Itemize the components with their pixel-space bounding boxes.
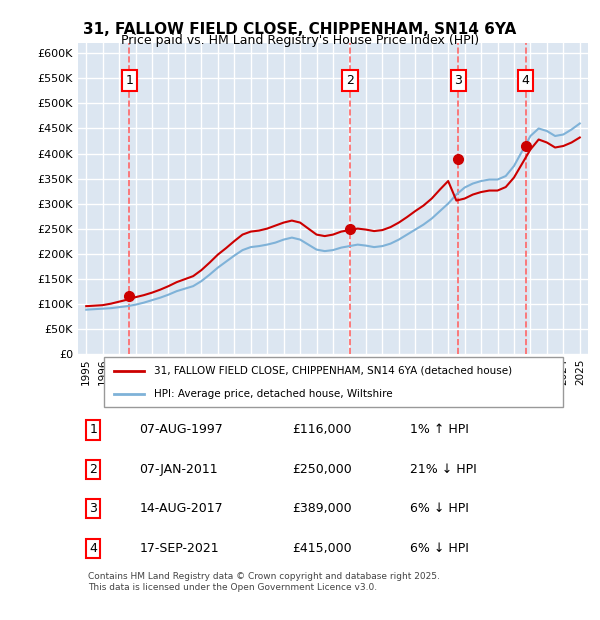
Text: 6% ↓ HPI: 6% ↓ HPI	[409, 542, 469, 555]
Text: 3: 3	[455, 74, 463, 87]
Text: 2: 2	[346, 74, 354, 87]
Text: 17-SEP-2021: 17-SEP-2021	[139, 542, 219, 555]
Text: 21% ↓ HPI: 21% ↓ HPI	[409, 463, 476, 476]
Text: 2: 2	[89, 463, 97, 476]
Text: 4: 4	[89, 542, 97, 555]
Text: £250,000: £250,000	[292, 463, 352, 476]
Text: HPI: Average price, detached house, Wiltshire: HPI: Average price, detached house, Wilt…	[155, 389, 393, 399]
Text: 31, FALLOW FIELD CLOSE, CHIPPENHAM, SN14 6YA (detached house): 31, FALLOW FIELD CLOSE, CHIPPENHAM, SN14…	[155, 366, 512, 376]
Text: 1: 1	[89, 423, 97, 436]
Text: £116,000: £116,000	[292, 423, 352, 436]
Text: Contains HM Land Registry data © Crown copyright and database right 2025.
This d: Contains HM Land Registry data © Crown c…	[88, 572, 440, 592]
Text: 07-AUG-1997: 07-AUG-1997	[139, 423, 223, 436]
Text: 31, FALLOW FIELD CLOSE, CHIPPENHAM, SN14 6YA: 31, FALLOW FIELD CLOSE, CHIPPENHAM, SN14…	[83, 22, 517, 37]
Text: £415,000: £415,000	[292, 542, 352, 555]
Text: 1: 1	[125, 74, 133, 87]
Text: 14-AUG-2017: 14-AUG-2017	[139, 502, 223, 515]
Text: 3: 3	[89, 502, 97, 515]
Text: Price paid vs. HM Land Registry's House Price Index (HPI): Price paid vs. HM Land Registry's House …	[121, 34, 479, 47]
Text: 4: 4	[521, 74, 530, 87]
Text: 07-JAN-2011: 07-JAN-2011	[139, 463, 218, 476]
Text: 6% ↓ HPI: 6% ↓ HPI	[409, 502, 469, 515]
Text: 1% ↑ HPI: 1% ↑ HPI	[409, 423, 469, 436]
Text: £389,000: £389,000	[292, 502, 352, 515]
FancyBboxPatch shape	[104, 356, 563, 407]
